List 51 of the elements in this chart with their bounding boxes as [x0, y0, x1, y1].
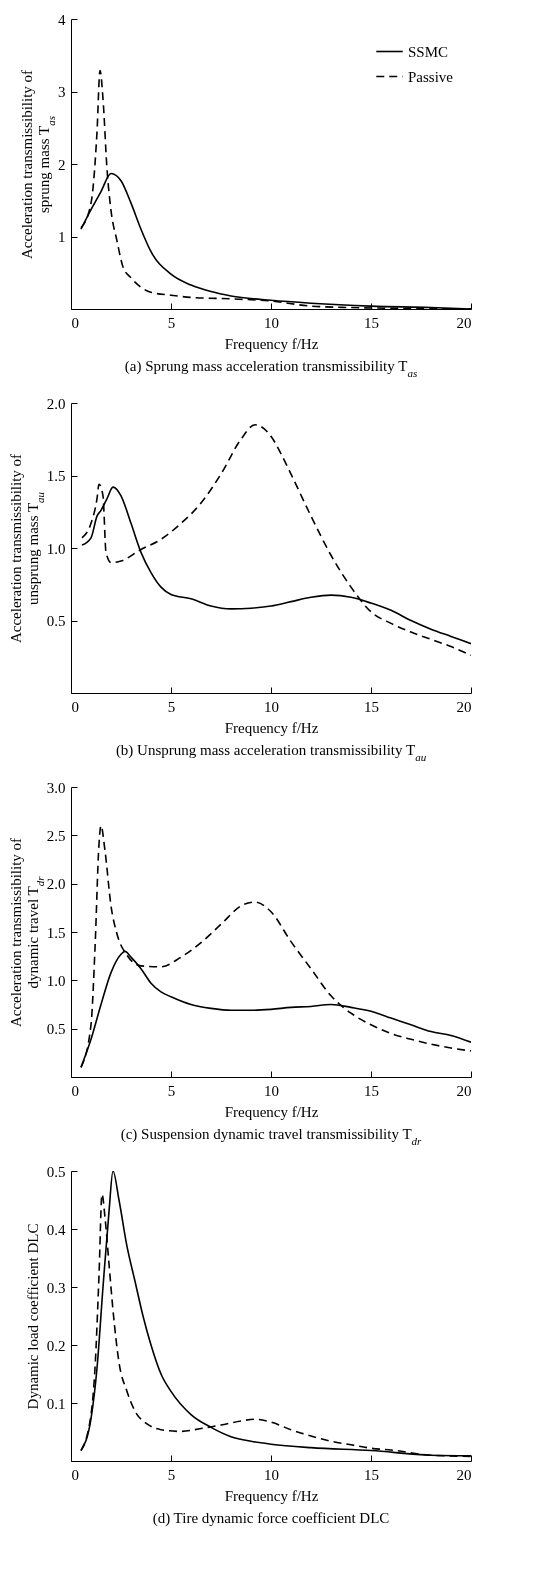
y-tick-label: 3.0 — [46, 779, 66, 796]
x-tick-label: 5 — [167, 314, 176, 331]
y-tick-label: 0.4 — [46, 1221, 66, 1238]
x-tick-label: 15 — [364, 1466, 379, 1483]
legend-label: Passive — [408, 68, 454, 85]
y-tick-label: 0.3 — [46, 1279, 66, 1296]
text: (c) Suspension dynamic travel transmissibility T$_{dr}$ — [120, 1126, 423, 1147]
y-tick-label: 3 — [58, 84, 66, 100]
x-tick-label: 20 — [456, 1466, 472, 1483]
text: (a) Sprung mass acceleration transmissibility T$_{as}$ — [124, 358, 418, 379]
x-axis-title: Frequency f/Hz — [224, 719, 319, 736]
text: (b) Unsprung mass acceleration transmissibility T$_{au}$ — [115, 742, 427, 763]
y-tick-label: 2.5 — [46, 827, 66, 844]
x-tick-label: 5 — [167, 1466, 176, 1483]
x-tick-label: 20 — [456, 1082, 472, 1099]
x-tick-label: 15 — [364, 698, 379, 715]
x-tick-label: 15 — [364, 314, 379, 331]
y-tick-label: 2.0 — [46, 395, 66, 412]
legend-label: SSMC — [408, 43, 449, 60]
x-tick-label: 20 — [456, 698, 472, 715]
y-tick-label: 1.0 — [46, 540, 66, 557]
y-tick-label: 0.5 — [46, 1163, 66, 1180]
y-tick-label: 0.2 — [46, 1337, 66, 1354]
x-tick-label: 0 — [71, 1466, 79, 1483]
x-axis-title: Frequency f/Hz — [224, 1103, 319, 1120]
x-axis-title: Frequency f/Hz — [224, 1487, 319, 1504]
y-tick-label: 0.5 — [46, 613, 66, 629]
y-tick-label: 1 — [58, 229, 66, 245]
y-tick-label: 0.5 — [46, 1021, 66, 1038]
text: (d) Tire dynamic force coefficient DLC — [152, 1510, 390, 1527]
x-tick-label: 10 — [264, 1082, 279, 1099]
x-tick-label: 10 — [264, 314, 279, 331]
x-tick-label: 20 — [456, 314, 472, 331]
x-tick-label: 5 — [167, 698, 176, 715]
x-axis-title: Frequency f/Hz — [224, 335, 319, 352]
x-tick-label: 15 — [364, 1082, 379, 1099]
y-tick-label: 1.0 — [46, 972, 66, 989]
x-tick-label: 0 — [71, 1082, 79, 1099]
y-axis-title: Dynamic load coefficient DLC — [24, 1223, 41, 1410]
x-tick-label: 0 — [71, 698, 79, 715]
y-tick-label: 0.1 — [46, 1395, 66, 1412]
x-tick-label: 5 — [167, 1082, 176, 1099]
y-tick-label: 4 — [58, 11, 66, 28]
x-tick-label: 10 — [264, 1466, 279, 1483]
y-tick-label: 2.0 — [46, 876, 66, 893]
y-tick-label: 1.5 — [46, 924, 66, 941]
y-tick-label: 1.5 — [46, 468, 66, 484]
y-tick-label: 2 — [58, 156, 66, 173]
line-series — [81, 423, 471, 657]
x-tick-label: 10 — [264, 698, 279, 715]
x-tick-label: 0 — [71, 314, 79, 331]
